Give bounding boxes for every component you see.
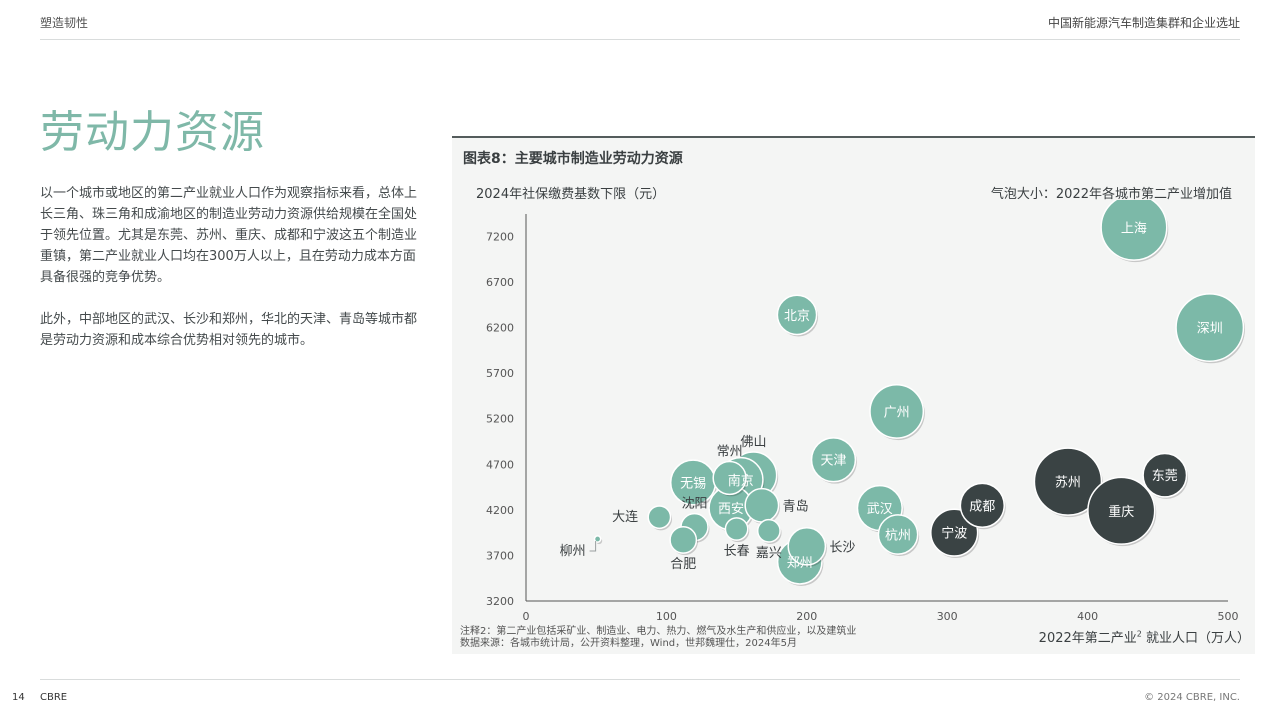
x-tick-label: 400 (1077, 610, 1098, 623)
bubble-chart: 0 100 200 300 400 500 3200 3700 4200 4700 5200 5700… (486, 200, 1245, 623)
bubble-label: 北京 (784, 309, 810, 324)
x-tick-label: 200 (796, 610, 817, 623)
figure-source: 数据来源：各城市统计局，公开资料整理，Wind，世邦魏理仕，2024年5月 (460, 638, 797, 649)
bubble-point (744, 487, 780, 523)
x-tick-label: 0 (523, 610, 530, 623)
bubble-label: 武汉 (867, 502, 893, 517)
y-tick-label: 6700 (486, 276, 514, 289)
x-axis-title-main: 2022年第二产业 (1038, 631, 1137, 646)
header-divider (40, 39, 1240, 40)
bubble-point (776, 294, 818, 336)
x-tick-label: 500 (1218, 610, 1239, 623)
bubble-label: 苏州 (1055, 475, 1081, 491)
bubble-label: 无锡 (680, 477, 706, 492)
bubble-label: 西安 (718, 502, 744, 517)
x-axis-title: 2022年第二产业2 就业人口（万人） (1039, 627, 1250, 646)
bubble-point (712, 460, 747, 496)
bubble-label: 柳州 (560, 544, 586, 559)
bubble-point (1175, 293, 1245, 363)
bubble-label: 佛山 (740, 435, 766, 450)
bubble-label: 长春 (724, 544, 750, 559)
bubble-label: 南京 (728, 473, 754, 489)
x-axis-title-unit: 就业人口（万人） (1141, 631, 1250, 646)
bubble-point (1142, 452, 1188, 498)
bubble-label: 常州 (717, 445, 743, 460)
bubble-point (869, 384, 925, 439)
bubble-label: 嘉兴 (756, 546, 782, 561)
bubble-point (647, 505, 672, 530)
bubble-label: 青岛 (783, 498, 809, 514)
bubble-point (787, 526, 827, 566)
bubble-point (724, 517, 749, 541)
y-tick-label: 4700 (486, 458, 514, 471)
header-report-title: 中国新能源汽车制造集群和企业选址 (1047, 16, 1240, 30)
bubble-label: 宁波 (941, 526, 967, 542)
y-tick-label: 5200 (486, 413, 514, 426)
bubble-point (877, 514, 919, 555)
bubble-point (1033, 447, 1103, 516)
bubble-label: 东莞 (1152, 469, 1178, 484)
page-number: 14 (12, 692, 25, 703)
label-leader-line (589, 541, 597, 552)
bubble-label: 大连 (612, 509, 638, 525)
bubble-label: 成都 (969, 499, 995, 514)
bubble-point (756, 518, 781, 543)
y-tick-label: 5700 (486, 367, 514, 380)
bubble-point (1087, 476, 1156, 545)
x-tick-label: 300 (937, 610, 958, 623)
bubble-point (959, 482, 1005, 528)
figure-footnote: 注释2：第二产业包括采矿业、制造业、电力、热力、燃气及水生产和供应业，以及建筑业 (460, 626, 857, 637)
y-tick-label: 3700 (486, 549, 514, 562)
bubble-point (593, 535, 602, 543)
y-tick-label: 3200 (486, 595, 514, 608)
bubble-point (810, 437, 857, 483)
footer-copyright: © 2024 CBRE, INC. (1144, 692, 1240, 703)
bubble-label: 合肥 (670, 557, 696, 572)
bubble-label: 郑州 (787, 556, 813, 571)
footer-divider (40, 679, 1240, 680)
body-paragraph-1: 以一个城市或地区的第二产业就业人口作为观察指标来看，总体上长三角、珠三角和成渝地… (40, 186, 418, 285)
bubble-point (1100, 200, 1168, 261)
x-tick-label: 100 (656, 610, 677, 623)
bubble-label: 天津 (820, 454, 846, 469)
bubble-label: 上海 (1121, 221, 1147, 236)
bubble-point (669, 526, 698, 554)
bubble-label: 杭州 (885, 528, 911, 543)
header-section-title: 塑造韧性 (40, 16, 89, 30)
bubble-label: 深圳 (1197, 322, 1223, 337)
bubble-label: 沈阳 (681, 497, 707, 512)
footer-brand: CBRE (40, 692, 68, 703)
y-tick-label: 7200 (486, 230, 514, 243)
y-tick-label: 6200 (486, 322, 514, 335)
bubble-label: 长沙 (829, 540, 855, 555)
figure-title: 图表8：主要城市制造业劳动力资源 (463, 151, 683, 167)
x-axis-title-footnote: 2 (1136, 629, 1142, 639)
bubble-label: 广州 (884, 405, 910, 420)
bubble-label: 重庆 (1108, 504, 1134, 520)
y-tick-label: 4200 (486, 504, 514, 517)
y-axis-title: 2024年社保缴费基数下限（元） (476, 187, 666, 202)
page-title: 劳动力资源 (40, 107, 265, 158)
body-paragraph-2: 此外，中部地区的武汉、长沙和郑州，华北的天津、青岛等城市都是劳动力资源和成本综合… (40, 312, 418, 348)
bubble-size-legend: 气泡大小：2022年各城市第二产业增加值 (990, 187, 1232, 202)
